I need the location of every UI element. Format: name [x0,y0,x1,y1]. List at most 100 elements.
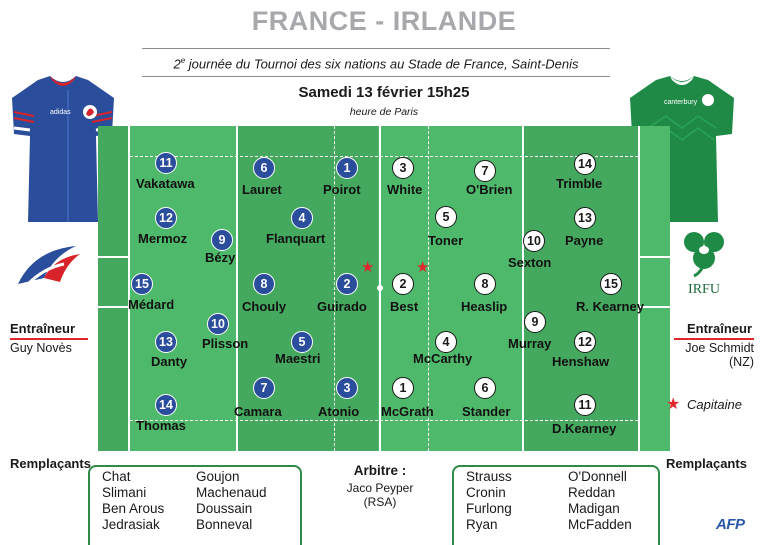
france-coach-label: Entraîneur [10,321,76,336]
list-item: O'Donnell [568,469,627,484]
france-jersey-number: 5 [291,331,313,353]
list-item: Jedrasiak [102,517,160,532]
list-item: Doussain [196,501,253,516]
referee-name: Jaco Peyper [346,481,414,495]
ireland-player-name: Sexton [508,255,552,270]
ireland-player-name: Henshaw [552,354,610,369]
list-item: Strauss [466,469,512,484]
list-item: Machenaud [196,485,267,500]
ireland-jersey-number: 3 [392,157,414,179]
france-player-name: Maestri [275,351,321,366]
france-player-name: Chouly [242,299,287,314]
france-player-name: Flanquart [266,231,326,246]
list-item: Cronin [466,485,506,500]
svg-text:adidas: adidas [50,109,71,116]
france-jersey-number: 14 [155,394,177,416]
list-item: Furlong [466,501,512,516]
ireland-subs-col2: O'Donnell Reddan Madigan McFadden [568,469,632,533]
ireland-jersey-number: 4 [435,331,457,353]
france-jersey-number: 4 [291,207,313,229]
referee-country: (RSA) [363,495,397,509]
france-player-name: Lauret [242,182,282,197]
france-jersey-number: 7 [253,377,275,399]
ireland-player-name: Payne [565,233,604,248]
captain-legend-label: Capitaine [687,397,742,412]
france-player-name: Bézy [205,250,236,265]
france-coach-name: Guy Novès [10,341,72,355]
afp-logo: AFP [716,516,745,533]
ireland-player-name: R. Kearney [576,299,644,314]
ireland-jersey-number: 5 [435,206,457,228]
france-jersey-number: 9 [211,229,233,251]
ireland-coach-country: (NZ) [729,355,754,369]
ireland-jersey-number: 12 [574,331,596,353]
list-item: Chat [102,469,131,484]
france-player-name: Thomas [136,418,186,433]
france-jersey-number: 15 [131,273,153,295]
ireland-subs-col1: Strauss Cronin Furlong Ryan [466,469,512,533]
coach-underline [674,338,754,340]
france-jersey-number: 10 [207,313,229,335]
france-jersey-number: 1 [336,157,358,179]
france-subs-bracket [88,465,302,545]
ireland-subs-bracket [452,465,660,545]
ireland-jersey-number: 14 [574,153,596,175]
france-player-name: Vakatawa [136,176,195,191]
subtitle: 2e journée du Tournoi des six nations au… [173,56,579,72]
ireland-jersey-number: 10 [523,230,545,252]
ireland-player-name: McGrath [381,404,434,419]
france-player-name: Médard [128,297,175,312]
list-item: Slimani [102,485,147,500]
referee-label: Arbitre : [353,463,407,478]
ireland-player-name: Stander [462,404,511,419]
page-title: FRANCE - IRLANDE [251,6,517,36]
ireland-coach-name: Joe Schmidt [685,341,754,355]
france-player-name: Poirot [323,182,361,197]
france-subs-col2: Goujon Machenaud Doussain Bonneval [196,469,267,533]
ireland-player-name: Murray [508,336,552,351]
kickoff-spot [377,285,383,291]
coach-underline [10,338,88,340]
ireland-jersey-number: 13 [574,207,596,229]
irfu-logo-text: IRFU [688,282,720,297]
ireland-coach-label: Entraîneur [686,321,752,336]
captain-star-icon: ★ [361,259,375,276]
list-item: McFadden [568,517,632,532]
ireland-player-name: D.Kearney [552,421,617,436]
ireland-player-name: White [387,182,423,197]
ireland-jersey-number: 2 [392,273,414,295]
match-date: Samedi 13 février 15h25 [298,84,470,101]
timezone-note: heure de Paris [349,106,419,118]
ireland-jersey-number: 6 [474,377,496,399]
ffr-rooster-logo-icon [18,246,80,286]
france-player-name: Atonio [318,404,360,419]
ireland-jersey-number: 15 [600,273,622,295]
ireland-player-name: O'Brien [466,182,513,197]
ireland-player-name: McCarthy [413,351,473,366]
france-player-name: Plisson [202,336,249,351]
ireland-player-name: Heaslip [461,299,508,314]
france-jersey-icon: adidas [12,76,114,222]
ireland-jersey-number: 7 [474,160,496,182]
ireland-jersey-number: 1 [392,377,414,399]
france-player-name: Guirado [317,299,367,314]
captain-star-icon: ★ [666,396,681,413]
captain-star-icon: ★ [416,259,430,276]
list-item: Bonneval [196,517,253,532]
france-player-name: Mermoz [138,231,188,246]
france-player-name: Camara [234,404,282,419]
ireland-player-name: Toner [428,233,464,248]
ireland-player-name: Best [390,299,419,314]
france-jersey-number: 6 [253,157,275,179]
divider [142,48,610,49]
svg-text:canterbury: canterbury [664,99,698,106]
france-jersey-number: 3 [336,377,358,399]
france-jersey-number: 13 [155,331,177,353]
ireland-jersey-number: 8 [474,273,496,295]
irfu-shamrock-logo-icon [684,232,724,278]
france-jersey-number: 8 [253,273,275,295]
list-item: Madigan [568,501,620,516]
ireland-jersey-number: 11 [574,394,596,416]
france-jersey-number: 12 [155,207,177,229]
list-item: Ben Arous [102,501,165,516]
